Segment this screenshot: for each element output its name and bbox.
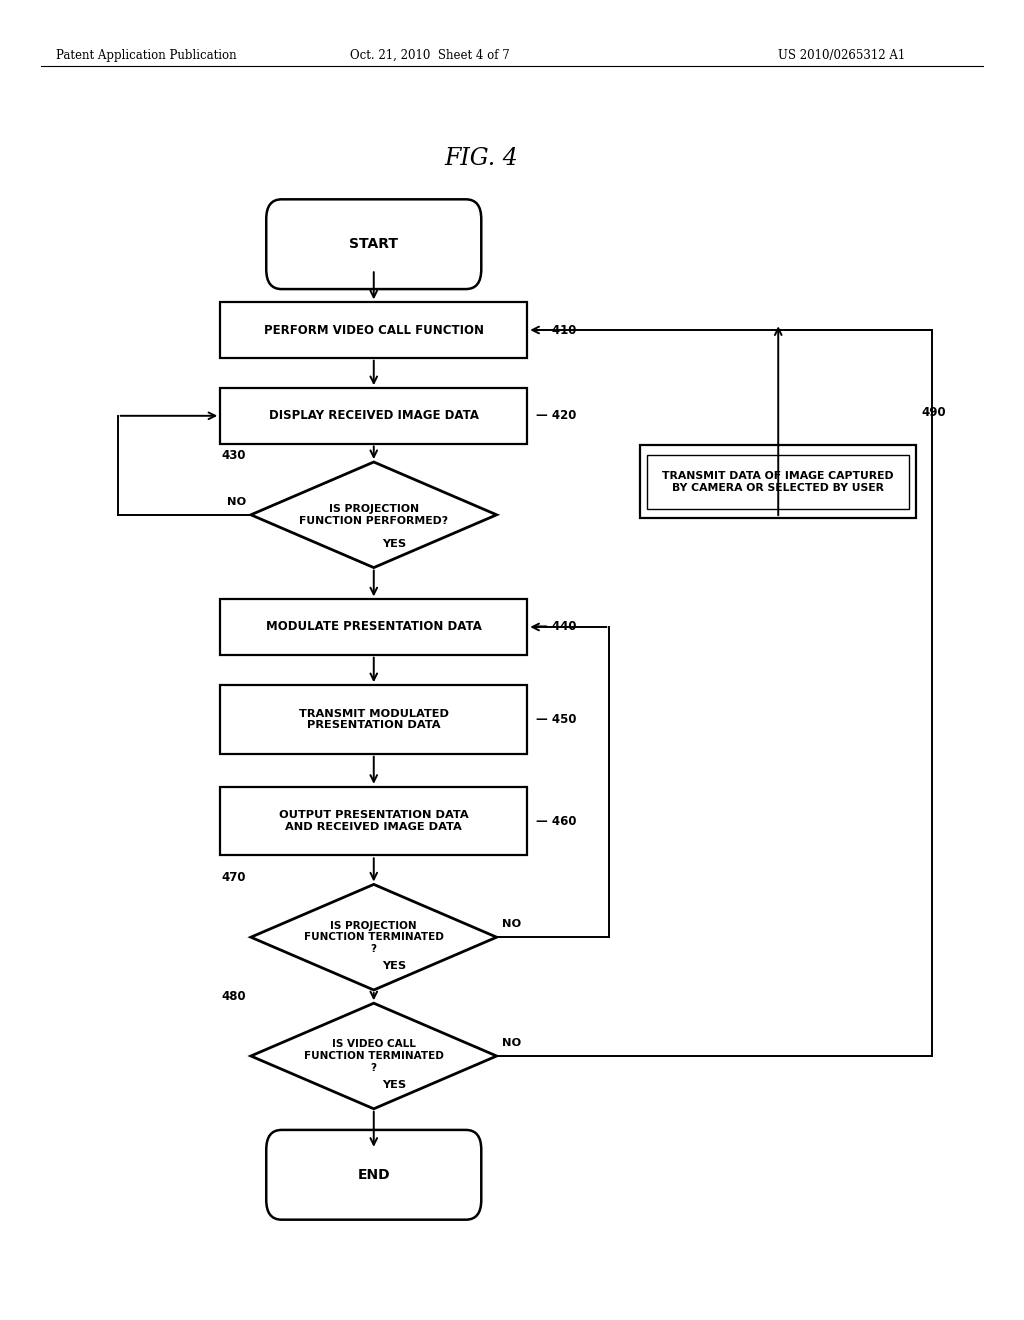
Text: Patent Application Publication: Patent Application Publication [56,49,237,62]
Bar [647,454,909,508]
Text: DISPLAY RECEIVED IMAGE DATA: DISPLAY RECEIVED IMAGE DATA [268,409,479,422]
Text: FIG. 4: FIG. 4 [444,147,518,170]
Text: OUTPUT PRESENTATION DATA
AND RECEIVED IMAGE DATA: OUTPUT PRESENTATION DATA AND RECEIVED IM… [279,810,469,832]
Text: — 460: — 460 [536,814,577,828]
Text: 490: 490 [922,407,946,418]
Text: NO: NO [226,496,246,507]
Text: 470: 470 [221,871,246,884]
Text: IS VIDEO CALL
FUNCTION TERMINATED
?: IS VIDEO CALL FUNCTION TERMINATED ? [304,1039,443,1073]
Text: 430: 430 [221,449,246,462]
Text: US 2010/0265312 A1: US 2010/0265312 A1 [778,49,905,62]
Polygon shape [251,462,497,568]
Text: TRANSMIT DATA OF IMAGE CAPTURED
BY CAMERA OR SELECTED BY USER: TRANSMIT DATA OF IMAGE CAPTURED BY CAMER… [663,471,894,492]
Text: TRANSMIT MODULATED
PRESENTATION DATA: TRANSMIT MODULATED PRESENTATION DATA [299,709,449,730]
Text: MODULATE PRESENTATION DATA: MODULATE PRESENTATION DATA [266,620,481,634]
Text: NO: NO [502,919,521,929]
Bar [220,388,527,444]
Text: — 410: — 410 [536,323,575,337]
Text: NO: NO [502,1038,521,1048]
Text: YES: YES [382,961,407,972]
Text: IS PROJECTION
FUNCTION PERFORMED?: IS PROJECTION FUNCTION PERFORMED? [299,504,449,525]
FancyBboxPatch shape [266,199,481,289]
Text: — 440: — 440 [536,620,577,634]
Text: — 420: — 420 [536,409,575,422]
Text: 480: 480 [221,990,246,1003]
Text: — 450: — 450 [536,713,577,726]
Polygon shape [251,1003,497,1109]
Text: YES: YES [382,1080,407,1090]
Text: IS PROJECTION
FUNCTION TERMINATED
?: IS PROJECTION FUNCTION TERMINATED ? [304,920,443,954]
Text: YES: YES [382,539,407,549]
Bar [220,787,527,855]
FancyBboxPatch shape [266,1130,481,1220]
Text: START: START [349,238,398,251]
Bar [220,302,527,358]
Text: END: END [357,1168,390,1181]
Polygon shape [251,884,497,990]
Text: Oct. 21, 2010  Sheet 4 of 7: Oct. 21, 2010 Sheet 4 of 7 [350,49,510,62]
Bar [220,685,527,754]
Text: PERFORM VIDEO CALL FUNCTION: PERFORM VIDEO CALL FUNCTION [264,323,483,337]
Bar [220,599,527,655]
Bar [640,445,916,517]
